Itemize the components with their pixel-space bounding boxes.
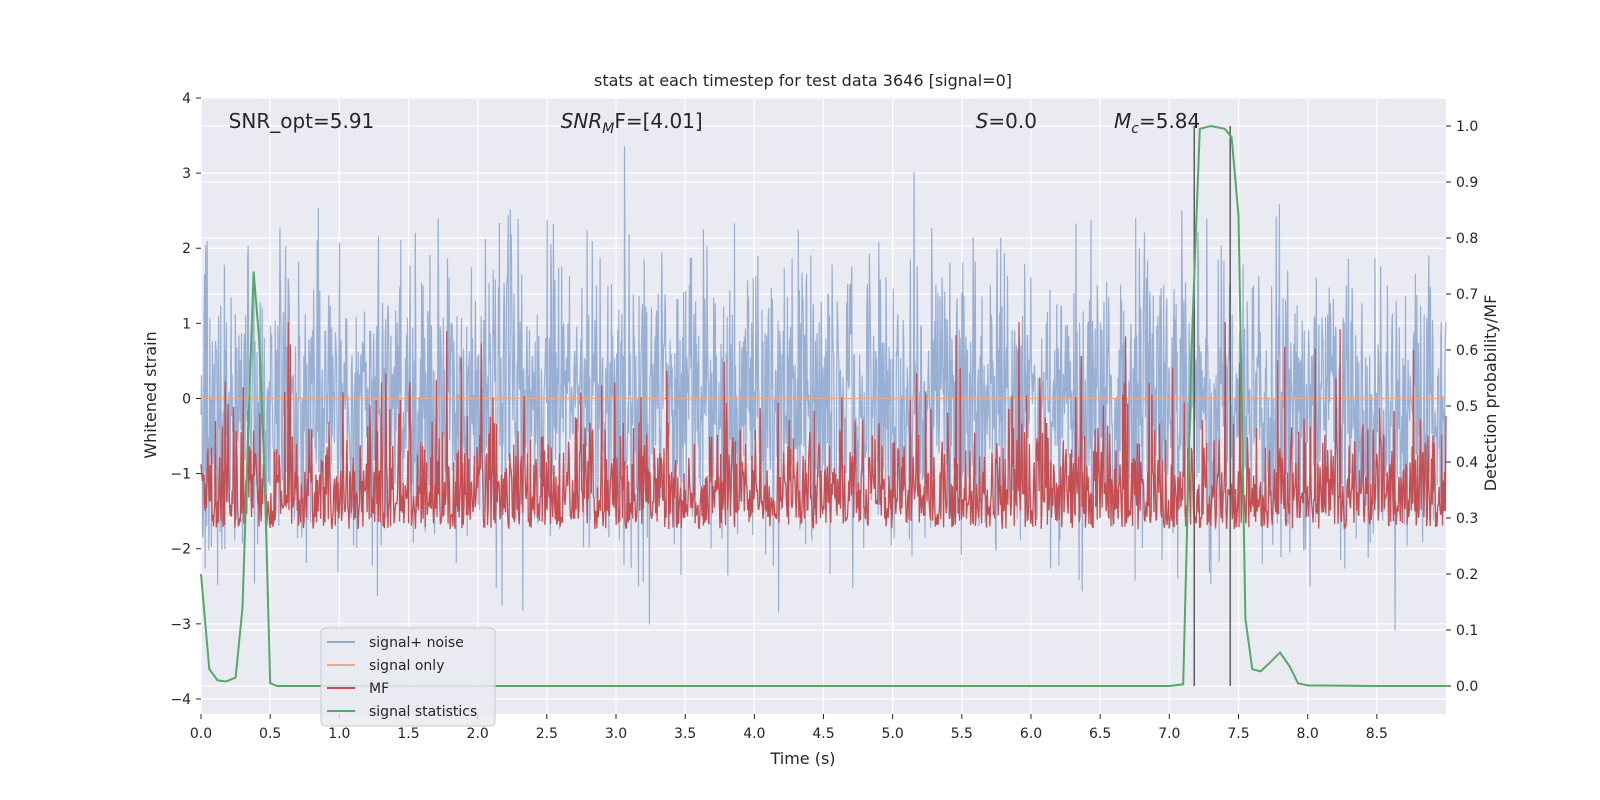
legend-box: [320, 627, 496, 727]
x-tick-label: 6.5: [1089, 726, 1111, 742]
x-tick-label: 3.5: [674, 726, 696, 742]
legend-label: MF: [369, 681, 389, 697]
legend-label: signal only: [369, 658, 444, 674]
y-tick-label-left: 3: [182, 166, 191, 182]
y-tick-label-right: 0.7: [1456, 287, 1478, 303]
y-tick-label-right: 1.0: [1456, 119, 1478, 135]
plot-area: 0.0 0.5 1.0 1.5 2.0 2.5 3.0 3.5 4.0 4.5 5.0 5.5 6.0 6…: [170, 91, 1478, 742]
x-tick-label: 1.0: [328, 726, 350, 742]
y-tick-label-left: 1: [182, 316, 191, 332]
x-tick-label: 6.0: [1020, 726, 1042, 742]
x-tick-label: 8.5: [1366, 726, 1388, 742]
y-tick-label-right: 0.5: [1456, 399, 1478, 415]
y-tick-label-left: −3: [170, 617, 191, 633]
x-tick-label: 0.5: [259, 726, 281, 742]
x-tick-label: 5.5: [951, 726, 973, 742]
annotation-text: SNR_opt=5.91: [229, 109, 375, 133]
x-tick-label: 7.0: [1158, 726, 1180, 742]
series-signal-statistics: [200, 124, 1446, 687]
annotation-text: SNRMF=[4.01]: [561, 109, 703, 137]
x-tick-label: 4.5: [812, 726, 834, 742]
x-tick-label: 2.0: [467, 726, 489, 742]
y-axis-label-right: Detection probability/MF: [1481, 295, 1500, 492]
y-tick-label-right: 0.6: [1456, 343, 1478, 359]
chart-legend: signal+ noise signal only MF signal statist…: [320, 627, 496, 727]
chart-title: stats at each timestep for test data 364…: [594, 71, 1012, 90]
x-tick-label: 2.5: [536, 726, 558, 742]
y-tick-label-left: −1: [170, 467, 191, 483]
y-tick-label-left: 2: [182, 241, 191, 257]
y-axis-label-left: Whitened strain: [141, 331, 160, 458]
y-tick-label-right: 0.9: [1456, 175, 1478, 191]
x-tick-label: 7.5: [1227, 726, 1249, 742]
y-tick-label-right: 0.1: [1456, 623, 1478, 639]
y-tick-label-right: 0.2: [1456, 567, 1478, 583]
annotations: SNR_opt=5.91 SNRMF=[4.01] S=0.0 Mc=5.84: [229, 109, 1201, 137]
x-tick-label: 3.0: [605, 726, 627, 742]
x-tick-label: 5.0: [882, 726, 904, 742]
y-tick-label-right: 0.0: [1456, 679, 1478, 695]
y-tick-label-left: 0: [182, 391, 191, 407]
x-tick-label: 4.0: [743, 726, 765, 742]
x-tick-label: 1.5: [397, 726, 419, 742]
annotation-text: Mc=5.84: [1114, 109, 1200, 137]
legend-label: signal statistics: [369, 704, 477, 720]
x-axis-label: Time (s): [769, 749, 835, 768]
annotation-text: S=0.0: [976, 109, 1037, 133]
series-mf: [200, 321, 1447, 530]
x-tick-label: 8.0: [1297, 726, 1319, 742]
y-tick-label-left: −4: [170, 692, 191, 708]
axis-ticks: 0.0 0.5 1.0 1.5 2.0 2.5 3.0 3.5 4.0 4.5 5.0 5.5 6.0 6…: [170, 91, 1478, 742]
y-tick-label-left: −2: [170, 542, 191, 558]
x-tick-label: 0.0: [190, 726, 212, 742]
y-tick-label-right: 0.4: [1456, 455, 1478, 471]
series-signal-noise: [200, 146, 1447, 631]
y-tick-label-right: 0.8: [1456, 231, 1478, 247]
legend-label: signal+ noise: [369, 635, 464, 651]
y-tick-label-left: 4: [182, 91, 191, 107]
y-tick-label-right: 0.3: [1456, 511, 1478, 527]
